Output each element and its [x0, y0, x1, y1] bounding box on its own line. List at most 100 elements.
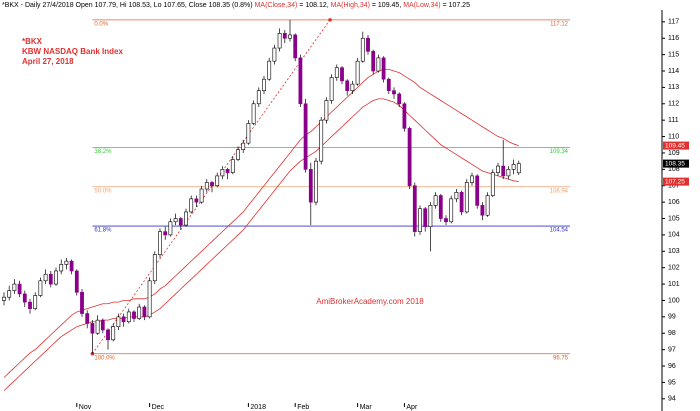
candle-body: [241, 142, 246, 150]
ma-line: [3, 98, 519, 391]
fib-label: 38.2%: [94, 149, 112, 155]
candle-body: [116, 316, 121, 327]
y-tick-label: 108: [668, 166, 680, 173]
candle-body: [501, 165, 506, 177]
candle-body: [272, 47, 277, 62]
candle-body: [418, 208, 422, 232]
fib-value: 106.94: [550, 188, 569, 194]
candle-body: [121, 316, 126, 323]
candle-body: [366, 37, 370, 52]
x-tick-label: Feb: [297, 404, 309, 411]
candle-body: [220, 169, 225, 177]
candle-body: [277, 33, 282, 49]
candle-body: [314, 160, 318, 203]
candle-body: [464, 182, 469, 213]
candle-body: [444, 218, 448, 223]
candle-body: [355, 60, 360, 85]
candle-body: [282, 33, 287, 39]
candle-body: [386, 78, 391, 91]
candle-body: [428, 205, 433, 228]
candle-body: [80, 291, 84, 314]
x-tick-label: Apr: [406, 404, 418, 411]
fib-value: 109.34: [550, 149, 569, 155]
candle-body: [126, 311, 131, 323]
candle-body: [340, 67, 344, 82]
candle-body: [95, 319, 100, 334]
header-part: MA(Close,34): [255, 2, 298, 9]
y-tick-label: 112: [668, 101, 679, 108]
ma-low-label: 107.25: [665, 178, 685, 185]
candle-body: [449, 198, 454, 223]
candle-body: [147, 280, 152, 318]
fib-label: 0.0%: [94, 21, 108, 27]
candle-body: [459, 191, 464, 213]
y-tick-label: 110: [668, 133, 679, 140]
candle-body: [2, 296, 6, 301]
ma-line: [3, 68, 519, 378]
candle-body: [485, 195, 490, 216]
y-tick-label: 100: [668, 297, 680, 304]
candle-body: [480, 205, 485, 216]
candle-body: [454, 191, 459, 200]
header-part: = 108.12,: [297, 2, 330, 9]
candle-body: [12, 283, 17, 291]
anchor-dot: [328, 18, 332, 22]
candle-body: [511, 164, 516, 170]
candle-body: [142, 306, 147, 318]
candle-body: [163, 231, 168, 236]
fib-label: 61.8%: [94, 228, 112, 234]
fib-label: 50.0%: [94, 188, 112, 194]
candle-body: [251, 103, 256, 124]
candle-body: [64, 260, 69, 265]
candle-body: [33, 295, 38, 309]
candle-body: [194, 198, 199, 203]
y-tick-label: 106: [668, 199, 680, 206]
x-tick-label: 2018: [250, 404, 266, 411]
y-tick-label: 104: [668, 232, 680, 239]
candle-body: [371, 51, 376, 72]
y-tick-label: 111: [668, 117, 679, 124]
candle-body: [173, 218, 178, 223]
candle-body: [199, 188, 204, 203]
candle-body: [267, 60, 272, 80]
candle-body: [470, 175, 474, 183]
y-tick-label: 117: [668, 19, 679, 26]
candle-body: [225, 169, 230, 173]
candle-body: [17, 283, 22, 295]
y-tick-label: 102: [668, 265, 680, 272]
candle-body: [407, 128, 412, 187]
candle-body: [152, 254, 157, 282]
y-tick-label: 96: [668, 363, 676, 370]
candle-body: [69, 260, 74, 272]
y-tick-label: 99: [668, 314, 676, 321]
close-box: [663, 159, 689, 168]
header-part: *BKX - Daily 27/4/2018 Open 107.79, Hi 1…: [2, 2, 255, 9]
y-tick-label: 98: [668, 330, 676, 337]
close-label: 108.35: [665, 160, 685, 167]
y-tick-label: 107: [668, 183, 680, 190]
candle-body: [308, 169, 313, 203]
ma-high-box: [663, 141, 689, 150]
candle-body: [184, 211, 188, 226]
y-tick-label: 94: [668, 396, 676, 403]
candle-body: [204, 182, 209, 190]
candle-body: [506, 169, 511, 177]
y-tick-label: 97: [668, 346, 676, 353]
candle-body: [412, 185, 417, 232]
candle-body: [324, 100, 329, 121]
candle-body: [334, 67, 339, 78]
candle-body: [111, 326, 116, 341]
y-tick-label: 105: [668, 215, 680, 222]
candle-body: [423, 208, 428, 228]
header-part: = 107.25: [441, 2, 470, 9]
candle-body: [376, 57, 381, 72]
candle-body: [74, 270, 79, 293]
candle-body: [319, 119, 324, 162]
candle-body: [475, 175, 480, 206]
candle-body: [137, 306, 142, 319]
candle-body: [288, 34, 292, 39]
candle-body: [490, 172, 495, 196]
candle-body: [54, 270, 58, 285]
ma-low-box: [663, 177, 689, 186]
x-tick-label: Dec: [152, 404, 165, 411]
